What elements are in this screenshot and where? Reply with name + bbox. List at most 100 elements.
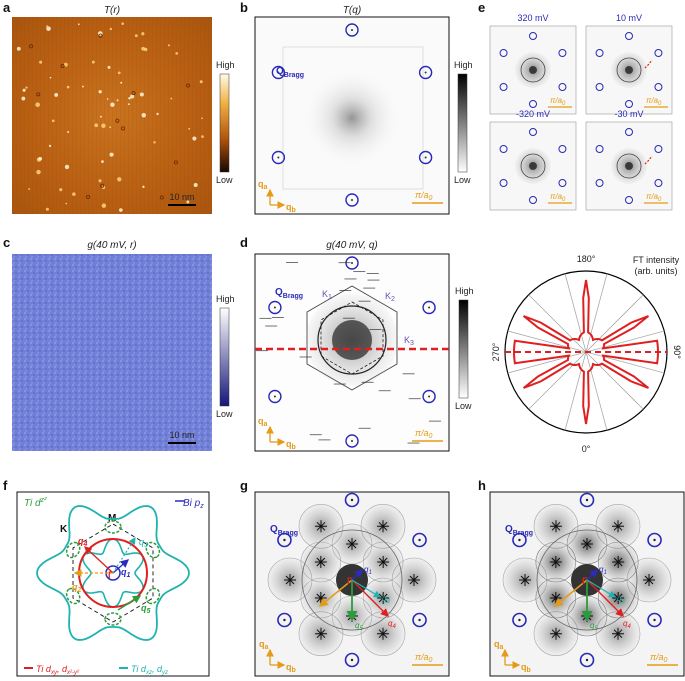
jdos-star	[581, 538, 593, 550]
e-bragg-peak	[529, 32, 537, 40]
defect-speck	[116, 99, 119, 102]
e-bragg-peak	[529, 100, 537, 108]
jdos-ring	[301, 529, 403, 631]
defect-ring	[186, 83, 191, 88]
scale-label-c: 10 nm	[169, 430, 194, 440]
q1-arrow	[351, 569, 363, 581]
e-fft-ring	[616, 153, 642, 179]
defect-speck	[45, 207, 49, 211]
defect-ring	[86, 195, 91, 200]
fft-hexagon-d	[306, 285, 398, 391]
defect-speck	[16, 46, 21, 51]
pi-a0-label: π/a0	[650, 652, 668, 664]
e-fft-center	[529, 162, 537, 170]
bragg-peaks-d	[256, 256, 441, 448]
jdos-star	[550, 520, 562, 533]
fermi-surface-frame	[16, 491, 210, 677]
defect-speck	[110, 102, 115, 107]
q1-arrow-f	[112, 559, 130, 574]
defect-speck	[38, 156, 43, 161]
defect-speck	[77, 23, 80, 26]
scale-label-a: 10 nm	[169, 192, 194, 202]
defect-speck	[21, 96, 26, 101]
bragg-peak-dot	[277, 71, 280, 74]
defect-speck	[119, 208, 123, 212]
pi-a0-label-d: π/a0	[415, 428, 433, 440]
cb-low-b: Low	[454, 175, 471, 185]
defect-speck	[201, 135, 204, 138]
bragg-peak-dot	[518, 538, 521, 542]
e-fft-ring	[520, 57, 546, 83]
e-bragg-peak	[654, 49, 663, 57]
defect-speck	[134, 34, 138, 38]
qa-label: qa	[494, 639, 504, 651]
green-pocket	[104, 520, 122, 534]
defect-speck	[128, 97, 131, 100]
qb-label-d: qb	[286, 439, 296, 451]
defect-speck	[121, 22, 125, 25]
e-bragg-peak	[625, 196, 633, 204]
cb-low-d: Low	[455, 401, 472, 411]
bragg-peak-dot	[283, 538, 286, 542]
defect-speck	[51, 119, 55, 123]
jdos-star	[377, 627, 389, 640]
e-fft-ring	[520, 153, 546, 179]
polar-intensity-curve	[512, 279, 660, 425]
e-red-dashes	[644, 155, 653, 165]
green-pocket	[145, 587, 161, 605]
bragg-peak-dot	[424, 156, 427, 159]
defect-speck	[117, 177, 122, 182]
e-subpanel-title: 10 mV	[616, 13, 642, 23]
bragg-peak-dot	[428, 306, 431, 309]
defect-speck	[101, 123, 106, 129]
defect-ring	[98, 33, 103, 38]
defect-speck	[199, 80, 203, 84]
qb-label: qb	[521, 662, 531, 674]
bragg-peak-dot	[418, 618, 421, 622]
defect-ring	[173, 160, 178, 165]
defect-speck	[201, 117, 203, 120]
jdos-star	[377, 556, 390, 568]
title-a: T(r)	[104, 5, 120, 16]
defect-speck	[98, 179, 102, 183]
jdos-star	[612, 627, 624, 640]
jdos-star	[519, 574, 531, 586]
q5-arrow-f	[117, 595, 142, 611]
e-pi-a0-label: π/a0	[646, 96, 662, 107]
bragg-peak-circle	[345, 23, 359, 37]
bragg-label-d: QBragg	[275, 287, 303, 300]
q-orange-arrow	[553, 579, 588, 607]
e-bragg-peak	[625, 100, 633, 108]
cb-high-a: High	[216, 60, 235, 70]
conductance-map	[12, 254, 212, 451]
e-subpanel-title: 320 mV	[517, 13, 548, 23]
bragg-peak-circle	[412, 612, 427, 628]
e-bragg-peak	[654, 145, 663, 153]
cb-high-c: High	[216, 294, 235, 304]
defect-speck	[39, 60, 43, 64]
defect-ring	[115, 118, 120, 123]
cb-low-c: Low	[216, 409, 233, 419]
defect-ring	[29, 44, 34, 49]
k3-label: K3	[404, 335, 414, 347]
defect-speck	[107, 65, 111, 69]
panel-label-e: e	[478, 0, 485, 15]
defect-speck	[120, 81, 123, 84]
bragg-peak-dot	[277, 156, 280, 159]
bragg-peak-circle	[422, 300, 436, 315]
q1-label: q1	[364, 565, 372, 576]
bragg-peak-circle	[512, 532, 527, 548]
panel-g: g Γq1 q3 q4 q5 QBragg qa qb π/a0	[240, 478, 450, 677]
cb-high-b: High	[454, 60, 473, 70]
q4-arrow	[351, 579, 389, 617]
e-bragg-peak	[595, 179, 604, 187]
polar-label-right: 90°	[672, 345, 682, 359]
q4-label: q4	[623, 619, 631, 630]
bragg-peak-dot	[350, 658, 354, 662]
jdos-star	[612, 592, 625, 604]
bragg-peak-dot	[585, 658, 589, 662]
bragg-peak-dot	[273, 395, 276, 398]
defect-speck	[193, 183, 198, 188]
